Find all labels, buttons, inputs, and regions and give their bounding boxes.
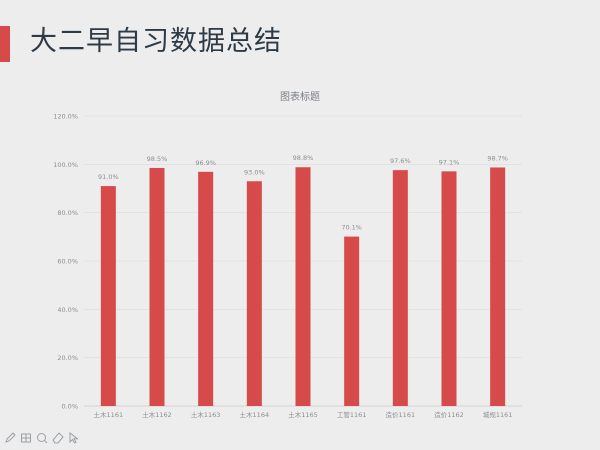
bar [295,167,311,406]
y-tick-label: 120.0% [53,113,78,121]
pen-icon[interactable] [3,431,17,445]
y-tick-label: 20.0% [57,354,78,362]
data-label: 91.0% [98,173,119,181]
bar [392,170,408,406]
bar [149,167,165,406]
x-tick-label: 土木1163 [191,410,221,419]
y-tick-label: 60.0% [57,258,78,266]
data-label: 98.7% [487,154,508,162]
data-label: 70.1% [341,224,362,232]
x-tick-label: 城规1161 [483,410,513,419]
data-label: 93.0% [244,168,265,176]
x-tick-label: 造价1161 [386,410,416,419]
x-tick-label: 土木1161 [94,410,124,419]
bar [344,236,360,406]
x-tick-label: 土木1164 [240,410,270,419]
pointer-icon[interactable] [67,431,81,445]
x-tick-label: 土木1162 [142,410,172,419]
data-label: 97.1% [439,158,460,166]
y-tick-label: 40.0% [57,306,78,314]
eraser-icon[interactable] [51,431,65,445]
data-label: 96.9% [195,159,216,167]
data-label: 98.5% [147,155,168,163]
title-accent-bar [0,26,10,62]
bar [246,181,262,406]
x-tick-label: 工管1161 [337,410,367,419]
y-tick-label: 0.0% [61,403,78,411]
bar [441,171,457,406]
y-tick-label: 100.0% [53,161,78,169]
presentation-toolbar [3,429,81,447]
zoom-icon[interactable] [35,431,49,445]
data-label: 97.6% [390,157,411,165]
data-label: 98.8% [293,154,314,162]
bar [490,167,506,406]
bar [100,186,116,406]
slides-grid-icon[interactable] [19,431,33,445]
chart-title: 图表标题 [280,92,320,103]
bar [198,171,214,406]
x-tick-label: 土木1165 [288,410,318,419]
y-tick-label: 80.0% [57,209,78,217]
x-tick-label: 造价1162 [434,410,464,419]
page-title: 大二早自习数据总结 [30,26,282,57]
